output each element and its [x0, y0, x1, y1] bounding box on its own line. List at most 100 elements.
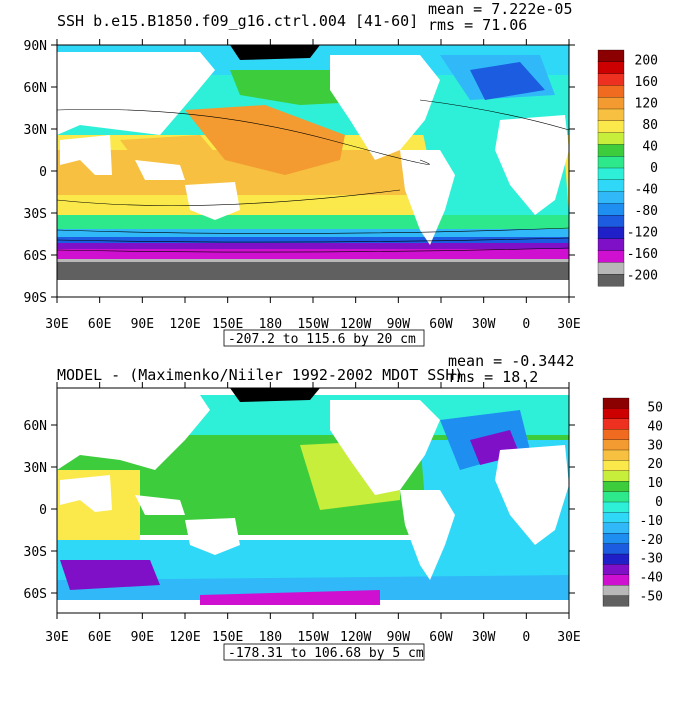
panel2-colorbar-label: -40: [640, 571, 663, 586]
panel2-colorbar-label: 40: [647, 419, 663, 434]
panel2-colorbar-swatch: [602, 512, 630, 524]
panel1-colorbar-swatch: [597, 120, 625, 134]
panel1-colorbar-label: -200: [627, 268, 658, 283]
panel1-colorbar: 200 160 120 80 40 0 -40 -80 -120 -160 -200: [597, 49, 658, 287]
panel1-colorbar-label: 160: [635, 75, 658, 90]
panel2-lat-label: 30N: [24, 461, 47, 476]
panel1-title: SSH b.e15.B1850.f09_g16.ctrl.004 [41-60]: [57, 12, 418, 30]
panel2-colorbar-label: -20: [640, 533, 663, 548]
panel2-lon-label: 150E: [212, 630, 243, 645]
panel2-lon-label: 90W: [387, 630, 411, 645]
panel2-colorbar-label: 30: [647, 438, 663, 453]
panel2-colorbar-label: -10: [640, 514, 663, 529]
panel2-colorbar-swatch: [602, 481, 630, 493]
panel1-lon-label: 120E: [169, 317, 200, 332]
panel1-mean: mean = 7.222e-05: [428, 0, 573, 18]
panel2-colorbar-label: -30: [640, 552, 663, 567]
panel1-colorbar-swatch: [597, 97, 625, 110]
panel2-lon-label: 120W: [340, 630, 371, 645]
panel1-colorbar-label: 80: [642, 118, 658, 133]
panel2-lon-label: 60E: [88, 630, 111, 645]
panel2-lon-label: 30E: [557, 630, 580, 645]
panel2-lon-label: 120E: [169, 630, 200, 645]
panel2-colorbar-swatch: [602, 460, 630, 472]
panel2-colorbar-swatch: [602, 574, 630, 586]
panel1-range-label: -207.2 to 115.6 by 20 cm: [228, 332, 416, 347]
panel2-lat-label: 30S: [24, 545, 47, 560]
panel1-colorbar-swatch: [597, 156, 625, 169]
panel2-mean: mean = -0.3442: [448, 352, 574, 370]
panel1-colorbar-swatch: [597, 274, 625, 287]
panel2-lat-label: 0: [39, 503, 47, 518]
panel2-colorbar-swatch: [602, 501, 630, 513]
panel-ssh: SSH b.e15.B1850.f09_g16.ctrl.004 [41-60]…: [24, 0, 658, 347]
panel1-lon-label: 30E: [45, 317, 68, 332]
panel2-colorbar-swatch: [602, 397, 630, 409]
panel2-lat-label: 60N: [24, 419, 47, 434]
panel1-colorbar-label: -40: [635, 182, 658, 197]
panel2-lon-label: 30E: [45, 630, 68, 645]
panel1-lon-label: 60W: [429, 317, 453, 332]
panel1-colorbar-swatch: [597, 226, 625, 240]
panel-model-minus-obs: MODEL - (Maximenko/Niiler 1992-2002 MDOT…: [24, 352, 663, 661]
panel1-colorbar-swatch: [597, 203, 625, 216]
panel1-lon-label: 150E: [212, 317, 243, 332]
panel1-lon-label: 180: [259, 317, 282, 332]
panel2-map: [57, 388, 569, 613]
panel1-colorbar-label: 40: [642, 140, 658, 155]
panel2-colorbar-swatch: [602, 522, 630, 534]
panel2-colorbar-label: -50: [640, 590, 663, 605]
panel1-lat-label: 90S: [24, 291, 47, 306]
panel1-lon-label: 90E: [131, 317, 154, 332]
panel2-lon-label: 180: [259, 630, 282, 645]
panel1-lon-label: 60E: [88, 317, 111, 332]
panel2-colorbar-swatch: [602, 553, 630, 565]
panel1-colorbar-label: -120: [627, 225, 658, 240]
panel1-lon-label: 30W: [472, 317, 496, 332]
panel2-colorbar-swatch: [602, 418, 630, 430]
panel2-lat-label: 60S: [24, 587, 47, 602]
panel1-colorbar-label: 120: [635, 97, 658, 112]
panel2-colorbar-swatch: [602, 533, 630, 545]
panel1-lat-axis: 90N 60N 30N 0 30S 60S 90S: [24, 39, 575, 306]
panel1-lon-label: 90W: [387, 317, 411, 332]
panel1-range-box: [223, 329, 425, 347]
panel2-colorbar-label: 20: [647, 457, 663, 472]
panel1-colorbar-swatch: [597, 238, 625, 252]
panel1-rms: rms = 71.06: [428, 16, 527, 34]
panel1-colorbar-swatch: [597, 179, 625, 193]
panel1-lat-label: 0: [39, 165, 47, 180]
panel1-lat-label: 30S: [24, 207, 47, 222]
panel2-range-label: -178.31 to 106.68 by 5 cm: [228, 646, 424, 661]
panel1-colorbar-swatch: [597, 167, 625, 181]
panel2-lon-label: 60W: [429, 630, 453, 645]
panel1-map: [57, 45, 569, 297]
panel1-colorbar-swatch: [597, 108, 625, 122]
panel2-colorbar-swatch: [602, 595, 630, 607]
panel1-colorbar-swatch: [597, 262, 625, 275]
panel2-lon-label: 90E: [131, 630, 154, 645]
panel2-colorbar-label: 10: [647, 476, 663, 491]
panel2-colorbar-swatch: [602, 543, 630, 555]
panel1-colorbar-swatch: [597, 49, 625, 63]
panel1-colorbar-swatch: [597, 250, 625, 263]
panel2-colorbar-swatch: [602, 408, 630, 420]
panel2-colorbar: 50 40 30 20 10 0 -10 -20 -30 -40 -50: [602, 397, 663, 607]
panel2-colorbar-label: 0: [655, 495, 663, 510]
panel1-colorbar-swatch: [597, 85, 625, 98]
panel2-colorbar-swatch: [602, 585, 630, 597]
panel1-colorbar-label: -160: [627, 247, 658, 262]
panel1-colorbar-swatch: [597, 61, 625, 75]
panel2-colorbar-swatch: [602, 491, 630, 503]
panel1-lon-label: 30E: [557, 317, 580, 332]
panel2-lon-label: 30W: [472, 630, 496, 645]
panel2-colorbar-label: 50: [647, 400, 663, 415]
panel1-colorbar-label: -80: [635, 204, 658, 219]
panel1-lat-label: 60S: [24, 249, 47, 264]
panel1-lon-axis: 30E 60E 90E 120E 150E 180 150W 120W 90W 60W 30W 0 30…: [45, 39, 581, 332]
panel2-colorbar-swatch: [602, 429, 630, 441]
panel1-colorbar-label: 200: [635, 54, 658, 69]
panel1-lat-label: 90N: [24, 39, 47, 54]
panel1-lat-label: 60N: [24, 81, 47, 96]
panel2-lon-label: 0: [522, 630, 530, 645]
